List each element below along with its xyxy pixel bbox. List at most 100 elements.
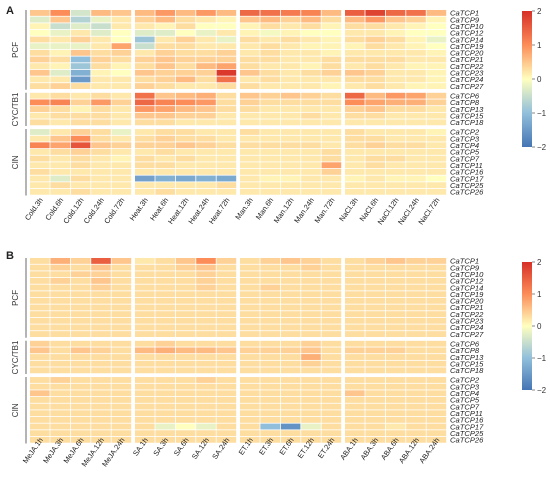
heatmap-cell: [345, 36, 365, 43]
row-label: CaTCP21: [450, 55, 483, 64]
heatmap-cell: [196, 49, 216, 56]
heatmap-cell: [50, 129, 70, 135]
heatmap-cell: [135, 135, 155, 142]
heatmap-cell: [260, 340, 280, 347]
heatmap-cell: [70, 36, 91, 43]
heatmap-cell: [301, 69, 321, 76]
heatmap-cell: [301, 416, 321, 423]
heatmap-cell: [301, 403, 321, 410]
heatmap-cell: [260, 23, 280, 30]
heatmap-cell: [135, 83, 155, 89]
heatmap-cell: [196, 354, 216, 360]
heatmap-cell: [50, 175, 70, 182]
heatmap-cell: [321, 10, 342, 16]
heatmap-cell: [216, 135, 237, 142]
heatmap-cell: [345, 367, 365, 374]
heatmap-cell: [175, 258, 196, 264]
heatmap-cell: [345, 76, 365, 83]
heatmap-cell: [385, 149, 406, 155]
heatmap-cell: [135, 297, 155, 304]
group-label: CYC/TB1: [11, 92, 20, 126]
heatmap-cell: [280, 188, 301, 195]
heatmap-cell: [111, 142, 132, 149]
heatmap-cell: [135, 106, 155, 112]
heatmap-cell: [50, 324, 70, 331]
row-label: CaTCP20: [450, 49, 484, 58]
panel-b-row-labels: CaTCP1CaTCP9CaTCP10CaTCP12CaTCP14CaTCP19…: [450, 257, 484, 445]
heatmap-cell: [30, 324, 50, 331]
heatmap-cell: [365, 258, 385, 264]
heatmap-cell: [321, 168, 342, 175]
heatmap-cell: [301, 354, 321, 360]
heatmap-cell: [240, 403, 260, 410]
heatmap-cell: [50, 340, 70, 347]
heatmap-cell: [280, 99, 301, 106]
heatmap-cell: [50, 23, 70, 30]
heatmap-cell: [50, 367, 70, 374]
heatmap-cell: [155, 367, 175, 374]
row-label: CaTCP17: [450, 174, 484, 183]
heatmap-cell: [426, 291, 447, 298]
heatmap-cell: [155, 135, 175, 142]
heatmap-cell: [301, 284, 321, 291]
heatmap-cell: [155, 377, 175, 383]
heatmap-cell: [111, 423, 132, 430]
heatmap-cell: [30, 119, 50, 126]
heatmap-cell: [50, 291, 70, 298]
heatmap-cell: [216, 277, 237, 284]
heatmap-cell: [91, 416, 111, 423]
heatmap-cell: [385, 297, 406, 304]
heatmap-cell: [50, 430, 70, 437]
heatmap-cell: [155, 155, 175, 162]
heatmap-cell: [111, 56, 132, 63]
heatmap-cell: [280, 119, 301, 126]
heatmap-cell: [280, 354, 301, 360]
heatmap-cell: [135, 284, 155, 291]
row-label: CaTCP14: [450, 283, 483, 292]
heatmap-cell: [345, 175, 365, 182]
heatmap-cell: [385, 416, 406, 423]
heatmap-cell: [216, 129, 237, 135]
heatmap-cell: [321, 377, 342, 383]
panel-label-b: B: [6, 250, 14, 262]
heatmap-cell: [240, 284, 260, 291]
heatmap-cell: [30, 284, 50, 291]
heatmap-cell: [240, 135, 260, 142]
heatmap-cell: [321, 63, 342, 70]
heatmap-cell: [175, 271, 196, 278]
heatmap-cell: [155, 258, 175, 264]
heatmap-cell: [240, 304, 260, 311]
heatmap-cell: [155, 129, 175, 135]
heatmap-cell: [135, 29, 155, 36]
heatmap-cell: [406, 390, 426, 397]
heatmap-cell: [135, 416, 155, 423]
heatmap-cell: [216, 264, 237, 271]
heatmap-cell: [345, 119, 365, 126]
heatmap-cell: [426, 423, 447, 430]
heatmap-cell: [321, 16, 342, 23]
heatmap-cell: [406, 43, 426, 50]
heatmap-cell: [426, 182, 447, 189]
heatmap-cell: [70, 63, 91, 70]
heatmap-cell: [30, 16, 50, 23]
heatmap-cell: [301, 304, 321, 311]
heatmap-cell: [406, 188, 426, 195]
heatmap-cell: [175, 129, 196, 135]
heatmap-cell: [111, 410, 132, 417]
heatmap-cell: [385, 129, 406, 135]
group-label: CYC/TB1: [11, 340, 20, 374]
heatmap-cell: [385, 76, 406, 83]
heatmap-cell: [385, 377, 406, 383]
heatmap-cell: [70, 49, 91, 56]
row-label: CaTCP3: [450, 382, 480, 391]
heatmap-cell: [216, 106, 237, 112]
heatmap-cell: [70, 377, 91, 383]
heatmap-cell: [175, 284, 196, 291]
heatmap-cell: [70, 397, 91, 403]
row-label: CaTCP15: [450, 111, 484, 120]
heatmap-cell: [426, 304, 447, 311]
heatmap-cell: [426, 403, 447, 410]
heatmap-cell: [280, 162, 301, 169]
heatmap-cell: [426, 436, 447, 443]
heatmap-cell: [365, 390, 385, 397]
